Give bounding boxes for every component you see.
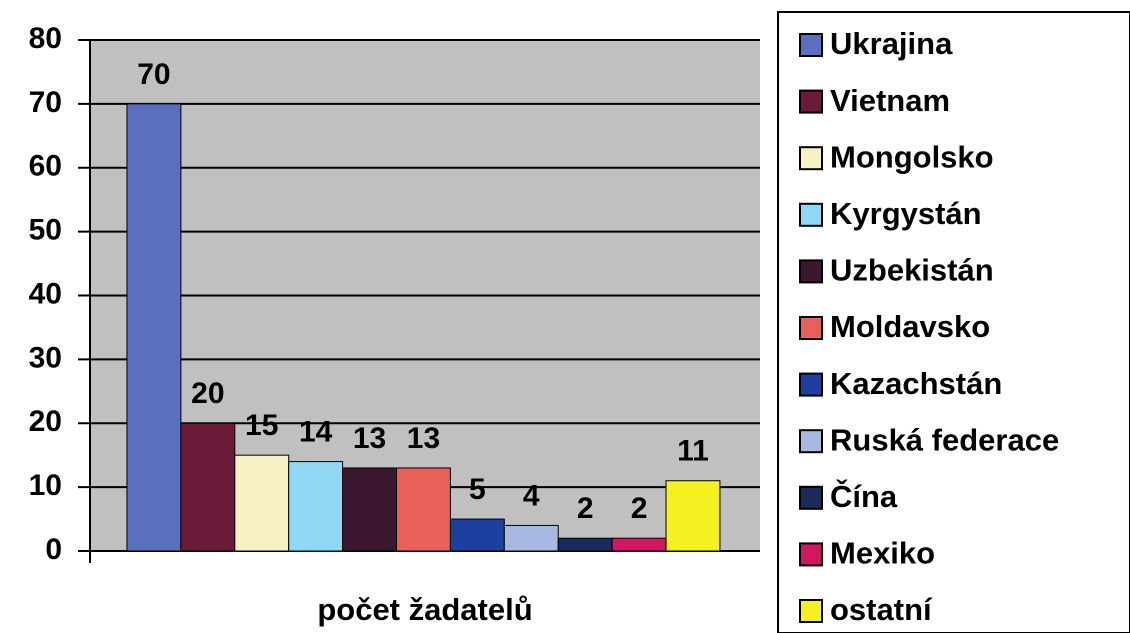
- data-label: 20: [191, 377, 224, 410]
- legend-label: Uzbekistán: [830, 253, 994, 288]
- data-label: 4: [523, 479, 540, 512]
- data-label: 11: [677, 435, 709, 468]
- data-label: 13: [407, 422, 440, 455]
- legend-swatch: [799, 89, 823, 114]
- legend-swatch: [799, 259, 823, 284]
- legend-label: Moldavsko: [830, 309, 990, 344]
- bar: [342, 467, 398, 552]
- y-tick-label: 50: [29, 214, 62, 247]
- bar: [126, 103, 182, 552]
- legend-swatch: [799, 485, 823, 510]
- legend-label: Kyrgystán: [830, 196, 982, 231]
- legend-label: Čína: [830, 478, 898, 514]
- y-tick-label: 60: [29, 150, 62, 183]
- legend-swatch: [799, 33, 823, 57]
- legend-label: ostatní: [830, 592, 933, 627]
- data-label: 5: [469, 473, 486, 506]
- legend-swatch: [799, 202, 823, 227]
- bar: [288, 461, 344, 552]
- x-tick-label: počet žadatelů: [317, 592, 532, 627]
- legend-swatch: [799, 599, 823, 623]
- y-tick-label: 0: [45, 533, 62, 566]
- legend-label: Mongolsko: [830, 139, 994, 174]
- legend-swatch: [799, 146, 823, 171]
- y-tick-label: 20: [29, 405, 62, 438]
- data-label: 15: [245, 409, 278, 442]
- legend-label: Ruská federace: [830, 422, 1059, 457]
- bar: [449, 518, 505, 552]
- legend-label: Vietnam: [830, 83, 950, 118]
- legend-swatch: [799, 542, 823, 567]
- data-label: 13: [353, 422, 386, 455]
- y-tick-label: 80: [29, 22, 62, 55]
- bar: [665, 480, 721, 552]
- legend-label: Ukrajina: [830, 26, 953, 61]
- y-tick-label: 40: [29, 277, 62, 310]
- bar: [234, 454, 290, 552]
- y-tick-label: 10: [29, 469, 62, 502]
- bar: [396, 467, 451, 552]
- legend-box: [777, 11, 1130, 633]
- bar: [611, 537, 667, 552]
- y-tick-label: 70: [29, 86, 62, 119]
- legend-swatch: [799, 372, 823, 397]
- bar: [180, 422, 236, 552]
- legend-swatch: [799, 316, 823, 340]
- legend-swatch: [799, 429, 823, 454]
- data-label: 2: [631, 492, 648, 525]
- bar: [503, 524, 559, 552]
- data-label: 14: [299, 415, 333, 448]
- y-tick-label: 30: [29, 341, 62, 374]
- bar: [557, 537, 613, 552]
- data-label: 2: [577, 492, 594, 525]
- data-label: 70: [137, 58, 170, 91]
- legend-label: Mexiko: [830, 536, 935, 571]
- legend-label: Kazachstán: [830, 366, 1002, 401]
